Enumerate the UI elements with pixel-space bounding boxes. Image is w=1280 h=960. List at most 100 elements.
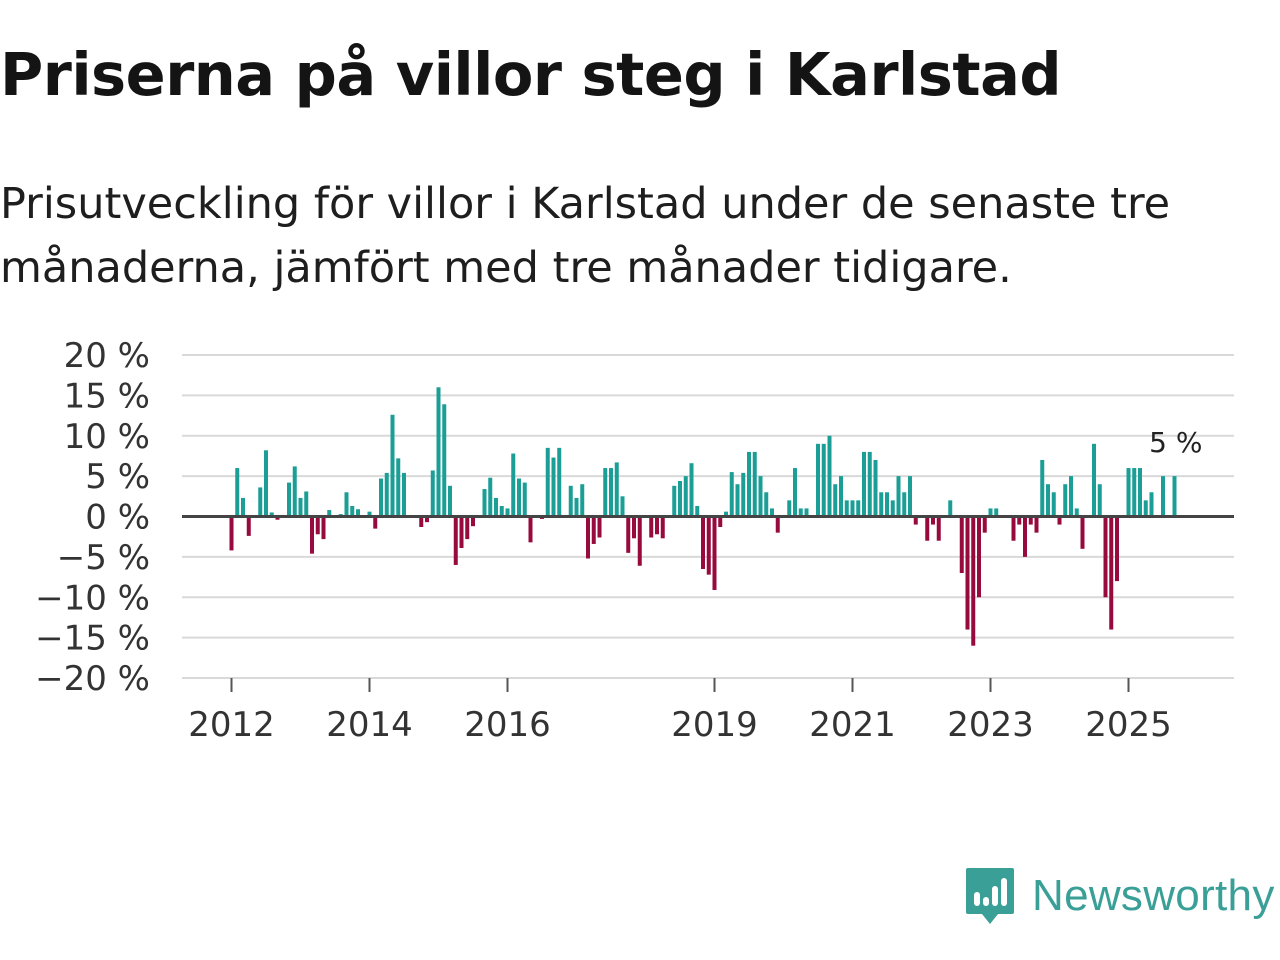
bar	[505, 508, 510, 517]
y-tick-label: 10 %	[64, 417, 150, 457]
bar	[459, 516, 464, 548]
bar	[827, 435, 832, 517]
bar	[775, 516, 780, 533]
bar	[856, 500, 861, 517]
y-tick-label: −5 %	[57, 538, 150, 578]
bar	[931, 516, 935, 525]
bar	[632, 516, 636, 539]
x-tick-label: 2012	[188, 705, 275, 745]
bar	[1057, 516, 1062, 525]
bar	[660, 516, 665, 539]
bar	[557, 447, 562, 517]
bar	[264, 450, 268, 517]
bar	[494, 497, 498, 517]
bar	[482, 489, 487, 517]
bar	[471, 516, 475, 527]
bar	[718, 516, 723, 527]
y-tick-label: −20 %	[35, 659, 150, 699]
bar	[672, 485, 677, 517]
bar	[1115, 516, 1119, 582]
bar	[1017, 516, 1022, 525]
bar	[752, 451, 757, 517]
bar	[873, 459, 878, 517]
y-axis-labels: 20 %15 %10 %5 %0 %−5 %−10 %−15 %−20 %	[35, 336, 150, 699]
bar	[1040, 459, 1045, 517]
bar	[528, 516, 533, 543]
bar	[1161, 476, 1165, 517]
bar	[844, 500, 849, 517]
bar	[591, 516, 596, 544]
bar	[356, 509, 360, 517]
bar	[235, 468, 240, 517]
y-tick-label: 5 %	[85, 457, 150, 497]
bar	[683, 476, 688, 517]
y-tick-label: −10 %	[35, 578, 150, 618]
bar	[770, 508, 774, 517]
bar	[384, 472, 389, 517]
bar	[522, 482, 527, 517]
bar	[597, 516, 602, 538]
bar	[373, 516, 378, 529]
bar	[1149, 492, 1154, 517]
bar	[701, 516, 705, 569]
bar	[816, 443, 820, 517]
bar	[902, 492, 907, 517]
bar	[885, 492, 889, 517]
last-value-annotation: 5 %	[1149, 426, 1202, 459]
bar	[1046, 484, 1050, 517]
bar	[959, 516, 964, 574]
bar	[626, 516, 631, 553]
bar	[735, 484, 740, 517]
bar	[241, 497, 245, 517]
chart-subtitle: Prisutveckling för villor i Karlstad und…	[0, 179, 1171, 293]
bar	[936, 516, 941, 541]
bar	[1034, 516, 1039, 533]
bar	[724, 511, 728, 517]
bar	[821, 443, 826, 517]
bar	[908, 476, 912, 517]
newsworthy-logo-icon	[966, 868, 1014, 924]
bar	[948, 500, 953, 517]
y-tick-label: 20 %	[64, 336, 150, 376]
bar	[1051, 492, 1056, 517]
bar	[977, 516, 981, 598]
bar	[1109, 516, 1114, 630]
bar	[574, 497, 579, 517]
bar	[729, 472, 734, 517]
bar	[1143, 500, 1148, 517]
bar	[517, 478, 521, 517]
bar	[988, 508, 993, 517]
bar	[913, 516, 918, 525]
bar	[390, 414, 395, 517]
bar	[396, 458, 401, 517]
bar	[655, 516, 659, 535]
bar	[586, 516, 590, 559]
y-tick-label: −15 %	[35, 619, 150, 659]
bar	[689, 463, 694, 517]
bar	[925, 516, 930, 541]
bar	[292, 466, 297, 517]
bar	[603, 468, 608, 517]
bar	[758, 476, 763, 517]
bar	[379, 478, 383, 517]
bar	[275, 516, 280, 520]
bar	[511, 453, 516, 517]
bar	[545, 447, 550, 517]
bar	[246, 516, 251, 536]
bar	[1080, 516, 1085, 549]
x-tick-label: 2025	[1085, 705, 1172, 745]
bar	[367, 511, 372, 517]
bar	[442, 404, 447, 517]
bar	[637, 516, 642, 566]
bar	[1092, 443, 1096, 517]
bar	[580, 484, 585, 517]
bar	[488, 477, 493, 517]
bar	[1132, 468, 1137, 517]
bar	[1063, 484, 1068, 517]
bar	[879, 492, 884, 517]
bar	[862, 451, 866, 517]
bar	[850, 500, 855, 517]
y-tick-label: 15 %	[64, 376, 150, 416]
x-tick-label: 2019	[671, 705, 758, 745]
bar	[1172, 476, 1177, 517]
